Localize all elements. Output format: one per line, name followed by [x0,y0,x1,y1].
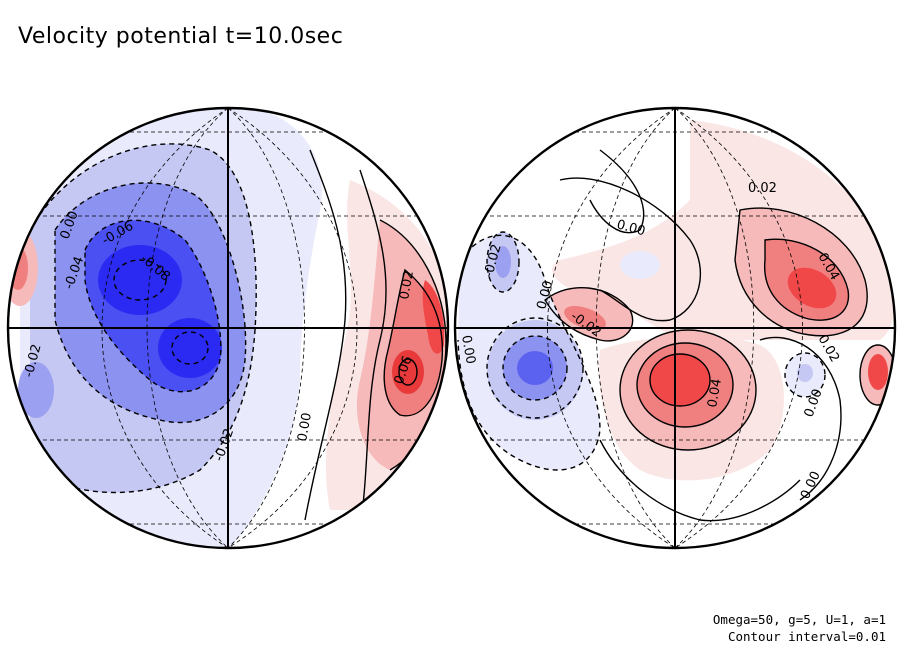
left-pos-edge-core [8,246,28,290]
right-pos-edge-core [868,354,888,390]
footer-params: Omega=50, g=5, U=1, a=1 [712,612,886,627]
figure-title: Velocity potential t=10.0sec [18,24,344,49]
left-shading [8,108,448,548]
left-label-7: 0.00 [295,412,315,443]
right-pos-core-lower [650,354,710,406]
left-label-8: 0.02 [397,270,417,301]
footer-contour-interval: Contour interval=0.01 [727,629,886,644]
right-label-9: 0.04 [705,378,725,409]
right-neg-patch-3 [797,364,813,382]
right-pos-band-core [564,305,606,331]
right-globe-outline [453,106,897,550]
right-pos-core-upper [787,267,837,309]
right-neg-patch-1 [620,251,660,279]
left-neg-edge-blob [18,362,54,418]
right-neg-core [517,351,553,385]
right-neg-top-core [495,246,511,278]
left-hemisphere: 0.00 -0.06 -0.08 -0.04 -0.02 -0.02 0.00 … [6,106,450,550]
right-label-7: 0.00 [458,334,478,365]
left-globe-outline [6,106,450,550]
right-label-5: 0.00 [534,279,556,311]
right-hemisphere: 0.02 0.00 0.04 -0.02 0.00 -0.02 0.00 0.0… [453,106,897,550]
right-shading [455,108,895,548]
left-neg-core-1 [98,245,182,315]
left-neg-core-2 [158,318,222,378]
left-pos-core [392,350,424,394]
left-pos-strong-region [422,280,445,354]
left-contours [29,143,447,531]
right-label-1: 0.02 [748,181,777,196]
right-label-2: 0.00 [615,217,647,239]
